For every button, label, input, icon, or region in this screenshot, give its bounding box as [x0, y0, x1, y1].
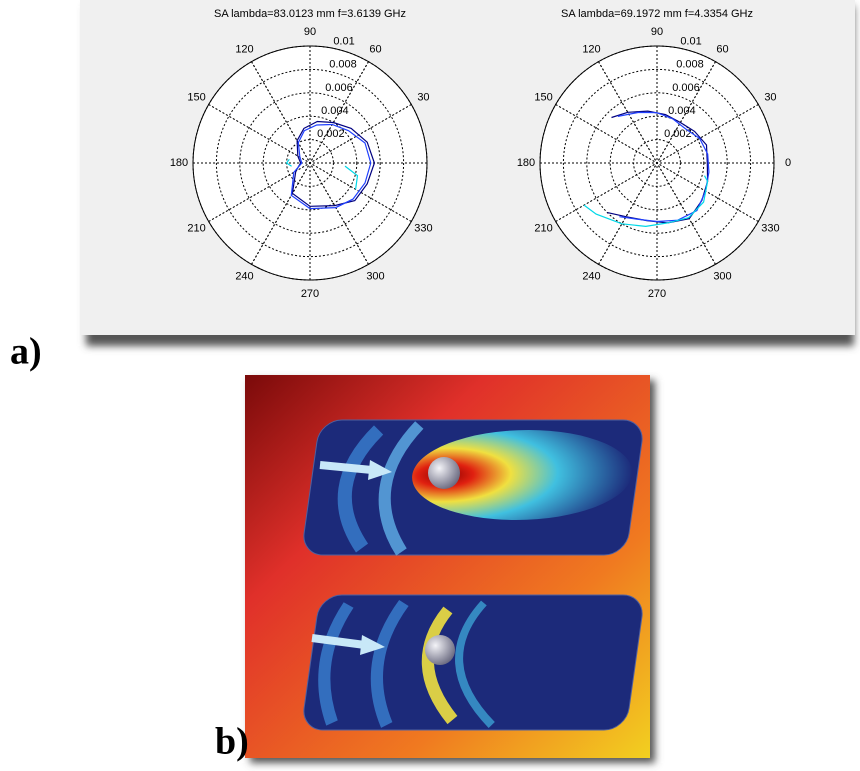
- theta-tick-label: 90: [304, 26, 316, 38]
- theta-tick-label: 270: [301, 288, 319, 300]
- theta-tick-label: 30: [764, 91, 776, 103]
- theta-tick-label: 0: [785, 157, 791, 169]
- theta-tick-label: 120: [582, 43, 600, 55]
- theta-tick-label: 330: [414, 222, 432, 234]
- theta-tick-label: 60: [369, 43, 381, 55]
- illustration: [245, 375, 655, 763]
- r-tick-label: 0.008: [676, 59, 704, 71]
- r-tick-label: 0.004: [321, 105, 349, 117]
- theta-tick-label: 270: [648, 288, 666, 300]
- theta-tick-label: 90: [651, 26, 663, 38]
- panel-label: a): [10, 331, 42, 373]
- theta-tick-label: 330: [761, 222, 779, 234]
- r-tick-label: 0.008: [329, 59, 357, 71]
- figure: a) b) SA lambda=83.0123 mm f=3.6139 GHz 0…: [0, 0, 860, 771]
- chart-title: SA lambda=69.1972 mm f=4.3354 GHz: [561, 8, 753, 20]
- r-tick-label: 0.002: [317, 128, 345, 140]
- theta-tick-label: 300: [366, 270, 384, 282]
- r-tick-label: 0.006: [672, 82, 700, 94]
- chart-title: SA lambda=83.0123 mm f=3.6139 GHz: [214, 8, 406, 20]
- theta-tick-label: 120: [235, 43, 253, 55]
- theta-tick-label: 300: [713, 270, 731, 282]
- r-tick-label: 0.006: [325, 82, 353, 94]
- theta-tick-label: 180: [170, 157, 188, 169]
- theta-tick-label: 240: [582, 270, 600, 282]
- theta-tick-label: 60: [716, 43, 728, 55]
- r-tick-label: 0.004: [668, 105, 696, 117]
- theta-tick-label: 30: [417, 91, 429, 103]
- panel-label: b): [215, 721, 249, 763]
- theta-tick-label: 210: [187, 222, 205, 234]
- theta-tick-label: 150: [534, 91, 552, 103]
- r-tick-label: 0.01: [333, 36, 354, 48]
- theta-tick-label: 150: [187, 91, 205, 103]
- theta-tick-label: 210: [534, 222, 552, 234]
- theta-tick-label: 180: [517, 157, 535, 169]
- theta-tick-label: 240: [235, 270, 253, 282]
- r-tick-label: 0.01: [680, 36, 701, 48]
